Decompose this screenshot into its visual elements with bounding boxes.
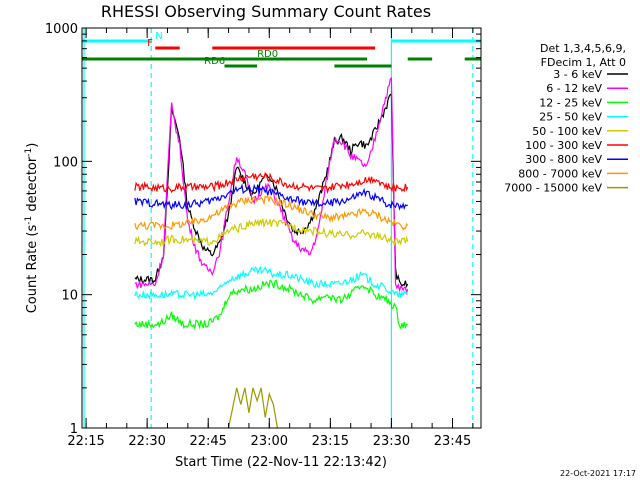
series-line-5 (134, 172, 409, 195)
x-tick-label-2: 22:45 (189, 434, 226, 449)
y-label-main: Count Rate (s (25, 225, 40, 314)
x-tick-label-5: 23:30 (373, 434, 410, 449)
x-tick-label-3: 23:00 (251, 434, 288, 449)
series-line-4 (134, 218, 409, 248)
plot-area: NF RD0 RD6 1 10 100 1000 22:15 22:30 22:45 23:00 23… (45, 22, 482, 449)
legend-header-1: FDecim 1, Att 0 (541, 56, 626, 69)
y-label-rest: detector (25, 156, 40, 216)
x-tick-label-6: 23:45 (434, 434, 471, 449)
series-line-6 (134, 183, 408, 211)
legend-label-4: 50 - 100 keV (532, 125, 602, 138)
series-line-0 (134, 93, 409, 288)
y-label-end: ) (25, 143, 40, 148)
legend-label-3: 25 - 50 keV (539, 111, 602, 124)
series-line-8 (228, 387, 278, 429)
plot-frame (81, 27, 482, 429)
legend-label-6: 300 - 800 keV (525, 153, 602, 166)
legend-label-5: 100 - 300 keV (525, 139, 602, 152)
legend-label-8: 7000 - 15000 keV (504, 182, 602, 195)
series-line-1 (134, 77, 409, 296)
y-label-sup2: -1 (24, 148, 34, 157)
footer-date: 22-Oct-2021 17:17 (560, 469, 636, 478)
legend-label-1: 6 - 12 keV (546, 82, 602, 95)
y-axis-label: Count Rate (s-1 detector-1) (24, 143, 40, 314)
legend: Det 1,3,4,5,6,9,FDecim 1, Att 03 - 6 keV… (504, 42, 628, 195)
x-tick-label-4: 23:15 (312, 434, 349, 449)
y-tick-label-2: 100 (53, 155, 78, 170)
chart-title: RHESSI Observing Summary Count Rates (101, 2, 431, 21)
x-tick-label-0: 22:15 (67, 434, 104, 449)
flag-label-1: F (147, 38, 153, 49)
flag-label-3: RD6 (204, 56, 225, 67)
legend-label-7: 800 - 7000 keV (518, 167, 602, 180)
legend-label-2: 12 - 25 keV (539, 96, 602, 109)
x-tick-label-1: 22:30 (128, 434, 165, 449)
flag-label-0: N (155, 31, 162, 42)
series-line-3 (134, 265, 409, 301)
flag-label-2: RD0 (257, 49, 278, 60)
y-tick-label-1: 10 (61, 289, 78, 304)
legend-header-0: Det 1,3,4,5,6,9, (540, 42, 626, 55)
legend-label-0: 3 - 6 keV (553, 68, 602, 81)
series-line-2 (134, 279, 408, 331)
series-line-7 (134, 195, 409, 231)
y-tick-label-3: 1000 (45, 22, 78, 37)
y-label-sup: -1 (24, 216, 34, 225)
x-axis-label: Start Time (22-Nov-11 22:13:42) (175, 455, 387, 470)
y-tick-label-0: 1 (70, 422, 78, 437)
